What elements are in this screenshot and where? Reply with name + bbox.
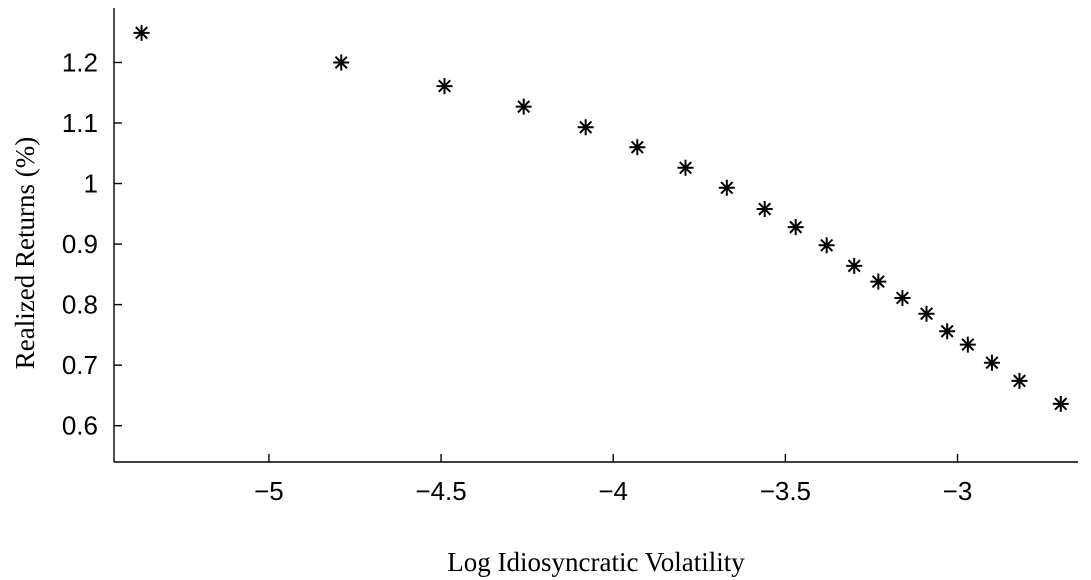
data-point (983, 354, 1000, 371)
data-point (629, 139, 646, 156)
x-axis-ticks: −5 −4.5 −4 −3.5 −3 (254, 454, 972, 506)
y-tick-label: 1.2 (62, 47, 98, 77)
data-point (718, 179, 735, 196)
y-tick-label: 0.6 (62, 411, 98, 441)
data-point (959, 336, 976, 353)
data-point (1052, 395, 1069, 412)
data-point (846, 257, 863, 274)
x-tick-label: −3.5 (760, 476, 811, 506)
data-point (870, 273, 887, 290)
y-axis-ticks: 0.6 0.7 0.8 0.9 1 1.1 1.2 (62, 47, 122, 441)
data-point (577, 119, 594, 136)
data-point (756, 200, 773, 217)
data-point (133, 24, 150, 41)
y-tick-label: 1.1 (62, 108, 98, 138)
data-point (818, 237, 835, 254)
data-point (787, 219, 804, 236)
data-point (436, 78, 453, 95)
x-tick-label: −3 (943, 476, 973, 506)
x-tick-label: −4.5 (415, 476, 466, 506)
data-point (939, 323, 956, 340)
x-tick-label: −5 (254, 476, 284, 506)
data-point (677, 159, 694, 176)
data-point (1011, 372, 1028, 389)
data-point (918, 305, 935, 322)
x-tick-label: −4 (598, 476, 628, 506)
y-axis-title: Realized Returns (%) (10, 137, 40, 369)
data-point (333, 54, 350, 71)
y-tick-label: 0.9 (62, 229, 98, 259)
data-point (515, 98, 532, 115)
plot-area: −5 −4.5 −4 −3.5 −3 0.6 0.7 0.8 0.9 1 1.1 1.2 (62, 8, 1078, 506)
data-point (894, 289, 911, 306)
y-tick-label: 0.8 (62, 290, 98, 320)
y-tick-label: 1 (84, 169, 98, 199)
x-axis-title: Log Idiosyncratic Volatility (447, 547, 745, 577)
data-points (133, 24, 1069, 412)
y-tick-label: 0.7 (62, 350, 98, 380)
